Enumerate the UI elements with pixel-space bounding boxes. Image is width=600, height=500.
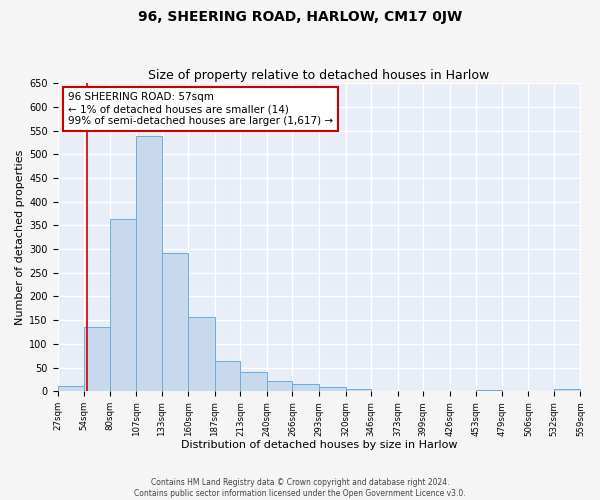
X-axis label: Distribution of detached houses by size in Harlow: Distribution of detached houses by size … (181, 440, 457, 450)
Bar (110, 219, 136, 391)
Bar (346, 390, 371, 391)
Text: Contains HM Land Registry data © Crown copyright and database right 2024.
Contai: Contains HM Land Registry data © Crown c… (134, 478, 466, 498)
Bar (215, 361, 241, 391)
Bar (292, 384, 319, 391)
Bar (58, 386, 84, 391)
Bar (188, 317, 215, 391)
Bar (136, 136, 162, 391)
Text: 96, SHEERING ROAD, HARLOW, CM17 0JW: 96, SHEERING ROAD, HARLOW, CM17 0JW (138, 10, 462, 24)
Bar (267, 382, 292, 391)
Bar (162, 254, 188, 391)
Bar (84, 328, 110, 391)
Text: 96 SHEERING ROAD: 57sqm
← 1% of detached houses are smaller (14)
99% of semi-det: 96 SHEERING ROAD: 57sqm ← 1% of detached… (68, 92, 333, 126)
Bar (319, 387, 346, 391)
Y-axis label: Number of detached properties: Number of detached properties (15, 150, 25, 325)
Title: Size of property relative to detached houses in Harlow: Size of property relative to detached ho… (148, 69, 490, 82)
Bar (476, 390, 502, 391)
Bar (554, 390, 580, 391)
Bar (241, 372, 267, 391)
